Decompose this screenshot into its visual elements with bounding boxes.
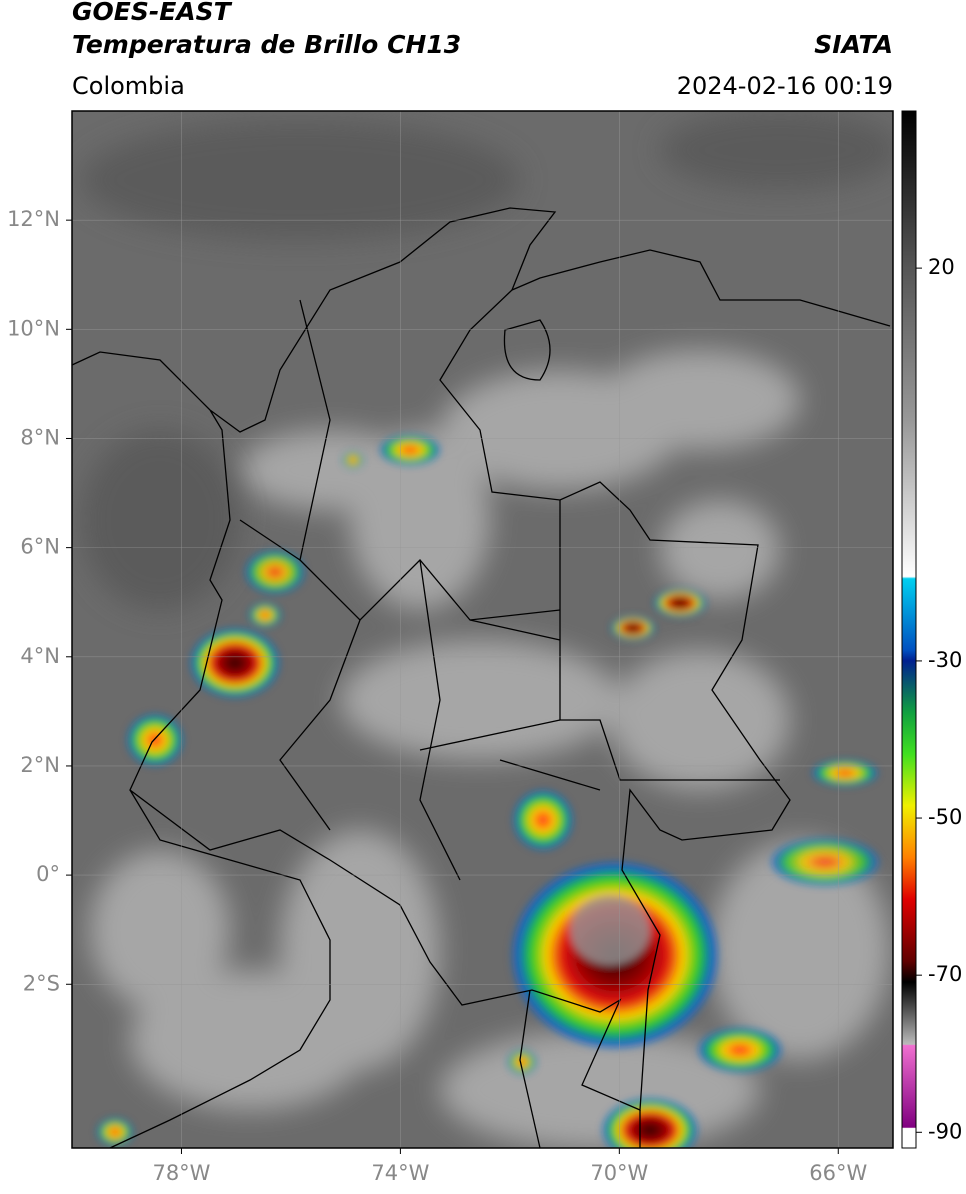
borders <box>72 207 891 1148</box>
lat-label: 8°N <box>20 425 60 449</box>
lon-label: 74°W <box>371 1161 429 1185</box>
colorbar: 20 -30 -50 -70 -90 <box>901 110 962 1149</box>
lon-label: 66°W <box>809 1161 867 1185</box>
source: SIATA <box>814 30 893 59</box>
subtitle: Temperatura de Brillo CH13 <box>72 30 461 59</box>
lon-label: 78°W <box>152 1161 210 1185</box>
colorbar-tick-label: -50 <box>928 805 962 829</box>
storms <box>97 435 880 1148</box>
colorbar-tick-label: -70 <box>928 962 962 986</box>
title: GOES-EAST <box>72 0 233 26</box>
lon-label: 70°W <box>590 1161 648 1185</box>
colorbar-tick-label: -30 <box>928 648 962 672</box>
graticule <box>72 111 893 1148</box>
colorbar-tick-label: 20 <box>928 255 955 279</box>
lat-label: 4°N <box>20 644 60 668</box>
map-image <box>72 111 893 1148</box>
lat-label: 2°S <box>23 971 60 995</box>
lat-label: 12°N <box>7 207 60 231</box>
datetime: 2024-02-16 00:19 <box>677 72 893 100</box>
lat-label: 2°N <box>20 753 60 777</box>
clouds <box>90 350 890 1148</box>
colorbar-tick-label: -90 <box>928 1119 962 1143</box>
region: Colombia <box>72 72 185 100</box>
lat-label: 6°N <box>20 535 60 559</box>
colorbar-scale <box>901 110 917 1149</box>
lat-label: 10°N <box>7 316 60 340</box>
map-frame <box>71 110 894 1149</box>
dark-areas <box>80 111 893 610</box>
lat-label: 0° <box>36 862 60 886</box>
